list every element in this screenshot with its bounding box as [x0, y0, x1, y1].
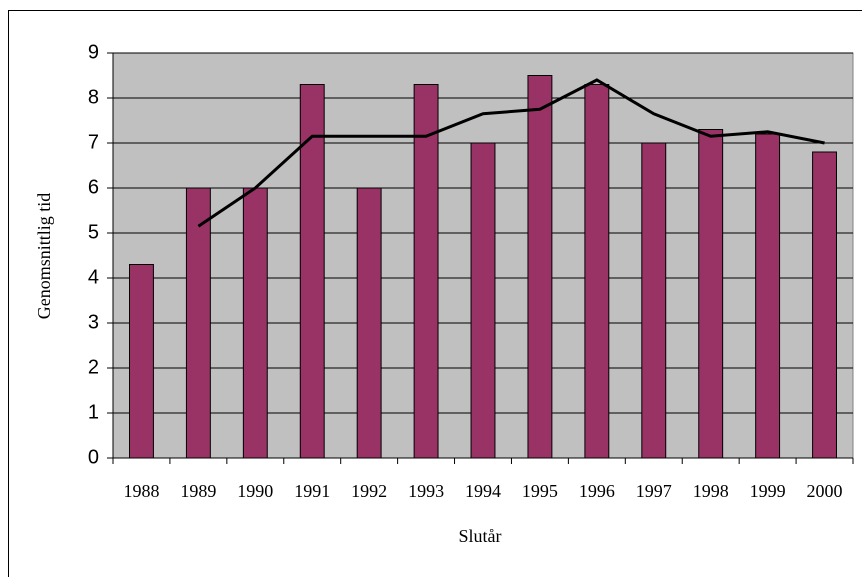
x-tick-label: 1989 [180, 481, 216, 501]
x-tick-label: 1996 [579, 481, 615, 501]
x-tick-label: 1990 [237, 481, 273, 501]
x-tick-label: 1998 [693, 481, 729, 501]
y-axis-title: Genomsnittlig tid [34, 193, 54, 320]
x-tick-label: 1997 [636, 481, 672, 501]
line [197, 78, 825, 228]
bar [413, 84, 439, 459]
y-tick-label: 2 [88, 356, 99, 378]
x-tick-label: 1991 [294, 481, 330, 501]
y-tick-label: 6 [88, 176, 99, 198]
x-axis-title: Slutår [459, 526, 502, 546]
bar [470, 142, 496, 459]
x-tick-label: 2000 [807, 481, 843, 501]
bar [698, 129, 724, 459]
x-tick-label: 1988 [123, 481, 159, 501]
y-tick-label: 5 [88, 221, 99, 243]
x-tick-label: 1995 [522, 481, 558, 501]
y-tick-label: 0 [88, 446, 99, 468]
bar [584, 84, 610, 459]
x-tick-label: 1993 [408, 481, 444, 501]
bar [755, 133, 781, 459]
y-tick-label: 7 [88, 131, 99, 153]
x-tick-label: 1999 [750, 481, 786, 501]
bar [356, 187, 382, 459]
y-tick-label: 9 [88, 41, 99, 63]
bar [641, 142, 667, 459]
bar [242, 187, 268, 459]
bar [185, 187, 211, 459]
bar [812, 151, 837, 459]
bar [527, 75, 553, 459]
bar [299, 84, 325, 459]
y-tick-label: 4 [88, 266, 99, 288]
x-tick-label: 1992 [351, 481, 387, 501]
y-tick-label: 1 [88, 401, 99, 423]
y-tick-label: 8 [88, 86, 99, 108]
x-tick-label: 1994 [465, 481, 501, 501]
bar [129, 264, 154, 459]
y-tick-label: 3 [88, 311, 99, 333]
